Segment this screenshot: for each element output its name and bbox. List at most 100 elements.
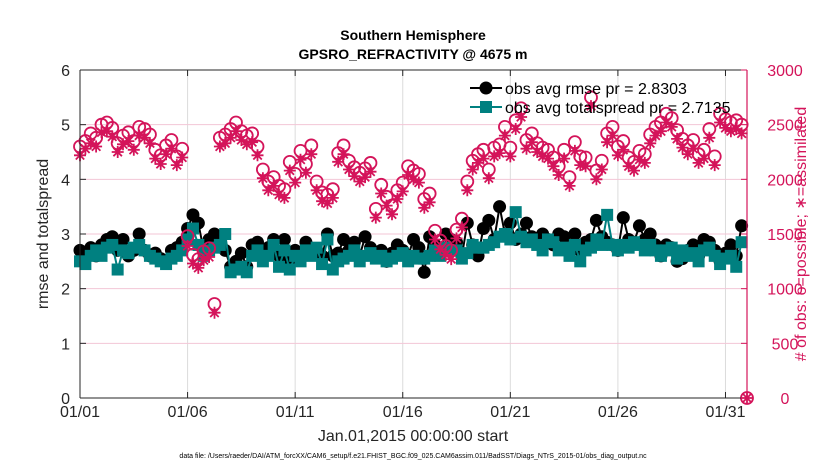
possible-point [277,182,292,197]
spread-point [251,244,264,257]
possible-point [293,144,308,158]
y-right-tick-label: 2000 [767,172,803,189]
rmse-point [724,238,738,252]
rmse-point [632,219,646,233]
possible-point [180,229,195,244]
possible-point [557,142,572,157]
possible-point [126,134,141,148]
spread-point [730,260,743,273]
y-right-tick-label: 1000 [767,282,803,299]
assimilated-point [628,164,640,177]
assimilated-point [170,159,183,172]
assimilated-point [278,191,291,204]
assimilated-point [235,134,248,146]
spread-point [692,255,705,268]
spread-point [536,244,549,257]
assimilated-point [412,176,425,189]
assimilated-point [698,152,710,165]
possible-point [562,170,577,185]
assimilated-point [708,159,721,172]
rmse-point [643,227,657,241]
y-tick-label: 3 [61,227,70,244]
x-tick-label: 01/11 [276,404,315,421]
possible-point [444,243,459,258]
possible-point [455,211,469,226]
assimilated-point [563,179,576,192]
assimilated-point [321,197,334,210]
assimilated-point [692,156,705,169]
possible-point [707,149,722,164]
assimilated-point [143,137,156,150]
possible-point [503,140,518,155]
x-axis-label: Jan.01,2015 00:00:00 start [318,428,509,445]
assimilated-point [219,137,232,150]
y-right-tick-label: 1500 [767,227,803,244]
assimilated-point [531,146,544,158]
possible-point [627,154,641,169]
rmse-point [417,265,431,279]
possible-point [299,157,313,171]
assimilated-point [498,129,511,142]
assimilated-point [488,150,501,163]
assimilated-point [203,251,216,263]
spread-point [283,263,296,276]
possible-point [508,113,523,128]
possible-point [207,297,222,311]
y-tick-label: 5 [61,118,70,135]
possible-point [89,130,104,145]
possible-point [449,222,464,237]
rmse-point [116,232,130,246]
assimilated-point [482,172,495,185]
assimilated-point [445,253,458,266]
possible-point [498,119,512,134]
rmse-point [735,219,749,233]
assimilated-point [638,156,651,169]
possible-point [584,90,598,105]
possible-point [573,149,588,164]
spread-point [509,206,522,219]
x-tick-label: 01/31 [705,404,745,421]
spread-point [106,238,119,251]
assimilated-point [127,143,140,156]
assimilated-point [590,173,603,186]
legend-spread-label: obs avg totalspread pr = 2.7135 [505,100,731,117]
assimilated-point [106,130,119,143]
y-tick-label: 2 [61,282,70,299]
possible-point [514,101,528,116]
possible-point [175,141,190,156]
spread-point [321,233,334,246]
assimilated-point [681,148,694,161]
possible-point [143,127,157,142]
possible-point [460,174,475,189]
possible-point [605,119,620,134]
assimilated-point [703,131,716,144]
spread-point [267,238,280,251]
data-file-footnote: data file: /Users/raeder/DAI/ATM_forcXX/… [179,453,647,460]
assimilated-point [558,152,571,165]
possible-point [105,121,120,135]
assimilated-point [644,137,657,150]
possible-point [697,142,711,157]
assimilated-point [504,150,517,163]
assimilated-point [353,175,366,188]
rmse-point [337,232,351,246]
assimilated-point [611,149,624,162]
assimilated-point [251,149,264,162]
x-tick-label: 01/01 [60,404,100,421]
possible-point [336,138,351,153]
spread-point [724,249,737,262]
chart-title: Southern Hemisphere [340,27,486,43]
rmse-point [568,227,582,241]
x-tick-label: 01/21 [490,404,530,421]
assimilated-point [369,211,382,224]
rmse-point [493,200,507,214]
assimilated-point [520,142,533,155]
possible-point [411,166,426,181]
legend-rmse-marker [479,81,493,95]
plot-data [73,90,754,405]
legend-spread-marker [480,101,492,113]
possible-point [481,162,496,177]
possible-point [594,153,609,168]
assimilated-point [299,166,312,179]
y-axis-right-label: # of obs: o=possible; ∗=assimilated [793,107,810,361]
